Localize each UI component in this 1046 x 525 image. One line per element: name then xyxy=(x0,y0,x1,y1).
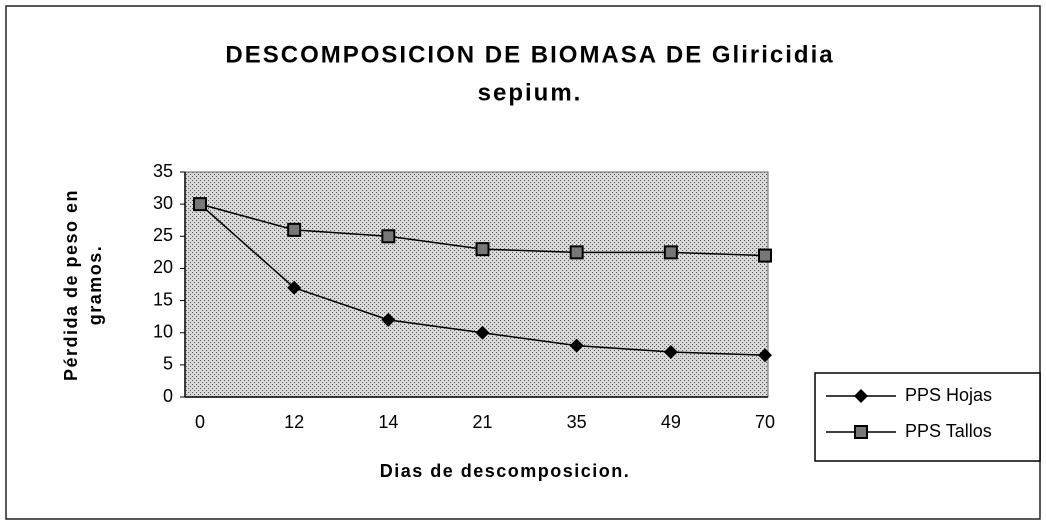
marker xyxy=(475,242,490,257)
legend-label: PPS Hojas xyxy=(905,385,992,405)
chart-title: sepium. xyxy=(478,79,583,106)
marker xyxy=(287,222,302,237)
marker xyxy=(475,325,490,340)
x-tick-label: 35 xyxy=(567,412,587,432)
y-tick-label: 20 xyxy=(153,257,173,277)
x-tick-label: 49 xyxy=(661,412,681,432)
y-tick-label: 10 xyxy=(153,321,173,341)
y-axis-label: gramos. xyxy=(85,245,105,326)
y-tick-label: 25 xyxy=(153,225,173,245)
marker xyxy=(854,425,868,439)
marker xyxy=(381,229,396,244)
y-tick-label: 15 xyxy=(153,289,173,309)
marker xyxy=(663,245,678,260)
legend xyxy=(814,372,1041,462)
plot-area xyxy=(184,171,769,398)
x-tick-label: 12 xyxy=(284,412,304,432)
x-tick-label: 0 xyxy=(195,412,205,432)
marker xyxy=(758,348,772,363)
x-tick-label: 14 xyxy=(378,412,398,432)
marker xyxy=(193,197,207,212)
x-axis-label: Dias de descomposicion. xyxy=(380,461,631,481)
marker xyxy=(569,245,584,260)
y-tick-label: 0 xyxy=(163,386,173,406)
marker xyxy=(569,338,584,353)
marker xyxy=(381,312,396,327)
y-tick-label: 5 xyxy=(163,354,173,374)
x-tick-label: 21 xyxy=(472,412,492,432)
marker xyxy=(287,280,302,295)
marker xyxy=(758,248,772,263)
chart-title: DESCOMPOSICION DE BIOMASA DE Gliricidia xyxy=(225,41,834,68)
y-axis-label: Pérdida de peso en xyxy=(61,189,81,381)
x-tick-label: 70 xyxy=(755,412,775,432)
marker xyxy=(854,389,868,403)
y-tick-label: 30 xyxy=(153,193,173,213)
legend-label: PPS Tallos xyxy=(905,421,992,441)
frame xyxy=(5,5,1041,520)
marker xyxy=(663,345,678,359)
y-tick-label: 35 xyxy=(153,161,173,181)
